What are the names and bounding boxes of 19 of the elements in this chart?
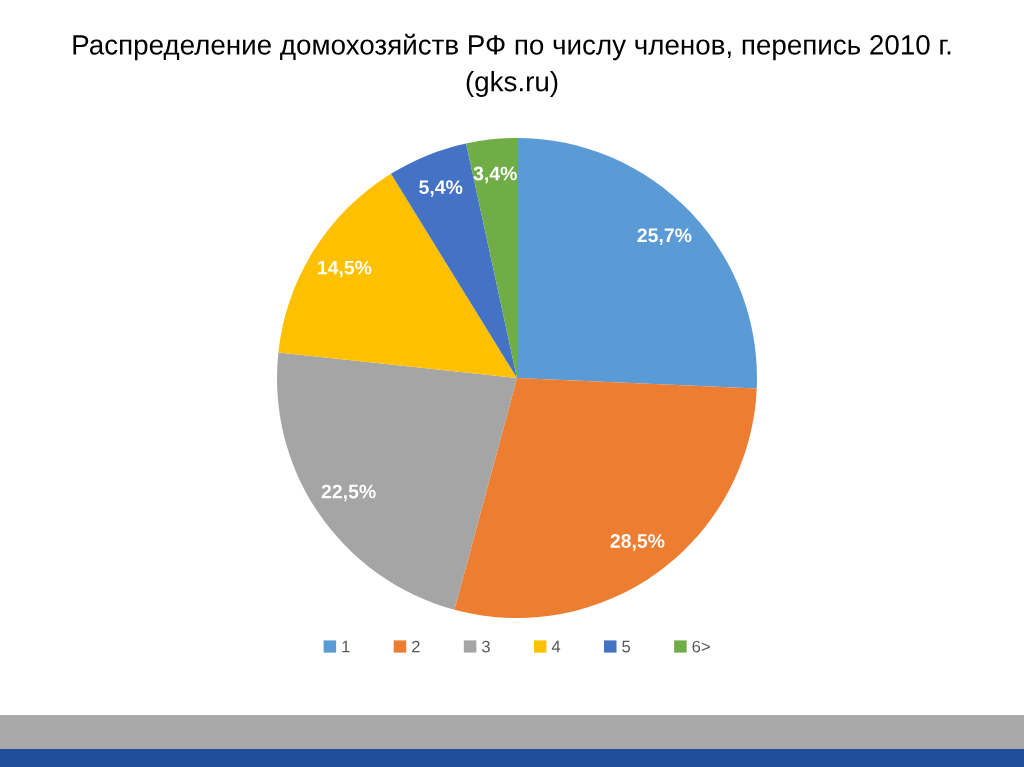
data-label: 14,5% xyxy=(318,260,372,278)
legend-label: 5 xyxy=(622,640,631,653)
pie-slice xyxy=(454,378,757,618)
data-label: 3,4% xyxy=(473,166,517,184)
legend-label: 1 xyxy=(342,640,350,653)
legend-label: 3 xyxy=(481,640,490,653)
chart-subtitle: (gks.ru) xyxy=(466,71,558,97)
pie-slice xyxy=(517,138,757,389)
data-label: 25,7% xyxy=(637,228,692,245)
pie-slice xyxy=(466,138,517,378)
data-label: 28,5% xyxy=(610,534,665,551)
data-label: 5,4% xyxy=(419,180,463,197)
pie-slice xyxy=(390,143,517,378)
pie-slice xyxy=(277,352,517,610)
chart-title: Распределение домохозяйств РФ по числу членов, перепись 2010 г. xyxy=(73,33,951,61)
legend-label: 4 xyxy=(551,640,561,653)
data-label: 22,5% xyxy=(321,484,376,502)
legend-label: 6> xyxy=(692,640,710,653)
legend-label: 2 xyxy=(412,640,420,653)
